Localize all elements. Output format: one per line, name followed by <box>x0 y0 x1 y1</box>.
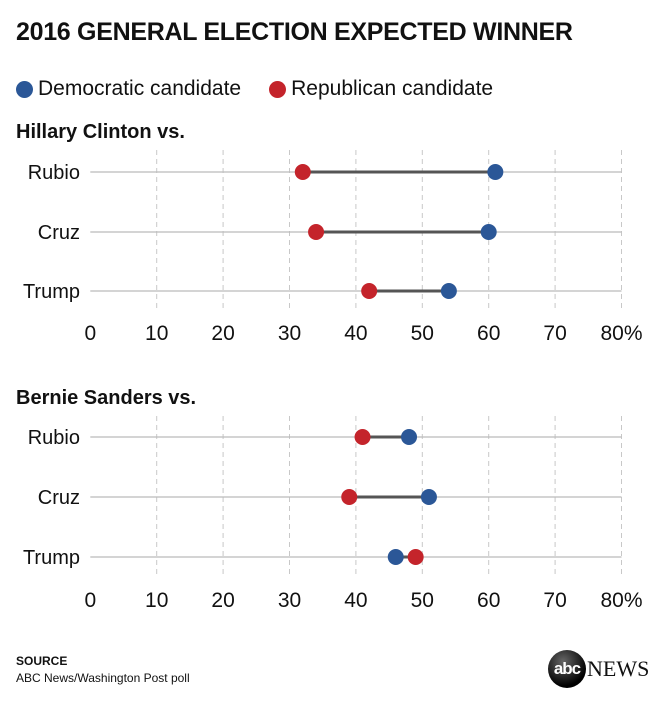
democratic-dot <box>440 283 457 299</box>
legend: Democratic candidate Republican candidat… <box>16 77 521 101</box>
legend-item-democratic: Democratic candidate <box>16 77 241 101</box>
democratic-dot <box>480 224 497 240</box>
x-tick-label: 50 <box>411 322 434 345</box>
source-heading: SOURCE <box>16 654 68 668</box>
category-label: Trump <box>23 281 80 303</box>
x-tick-label: 80% <box>600 589 642 612</box>
x-tick-label: 40 <box>344 589 367 612</box>
section-title-clinton: Hillary Clinton vs. <box>16 121 185 143</box>
x-tick-label: 40 <box>344 322 367 345</box>
legend-label: Republican candidate <box>291 77 494 100</box>
chart-title: 2016 GENERAL ELECTION EXPECTED WINNER <box>16 18 573 46</box>
x-tick-label: 60 <box>477 589 500 612</box>
republican-dot <box>354 429 371 445</box>
republican-dot <box>341 489 358 505</box>
legend-label: Democratic candidate <box>38 77 242 100</box>
democratic-dot <box>401 429 418 445</box>
republican-dot <box>294 164 311 180</box>
x-tick-label: 50 <box>411 589 434 612</box>
blue-dot-icon <box>16 80 33 98</box>
x-tick-label: 60 <box>477 322 500 345</box>
source-text: ABC News/Washington Post poll <box>16 671 190 685</box>
abc-logo-ball: abc <box>548 650 586 688</box>
x-tick-label: 20 <box>211 589 234 612</box>
news-wordmark: NEWS <box>587 656 650 681</box>
legend-item-republican: Republican candidate <box>269 77 493 101</box>
red-dot-icon <box>269 80 287 98</box>
category-label: Cruz <box>38 487 80 509</box>
republican-dot <box>361 283 378 299</box>
x-tick-label: 0 <box>84 322 96 345</box>
republican-dot <box>407 549 424 565</box>
x-tick-label: 10 <box>145 322 168 345</box>
x-tick-label: 80% <box>600 322 642 345</box>
category-label: Rubio <box>28 162 80 184</box>
democratic-dot <box>387 549 404 565</box>
x-tick-label: 20 <box>211 322 234 345</box>
category-label: Trump <box>23 547 80 569</box>
x-tick-label: 30 <box>278 589 301 612</box>
democratic-dot <box>420 489 437 505</box>
category-label: Rubio <box>28 427 80 449</box>
democratic-dot <box>487 164 504 180</box>
category-label: Cruz <box>38 222 80 244</box>
abc-news-logo: abc NEWS <box>548 650 649 688</box>
x-tick-label: 10 <box>145 589 168 612</box>
republican-dot <box>308 224 325 240</box>
section-title-sanders: Bernie Sanders vs. <box>16 387 197 409</box>
x-tick-label: 70 <box>543 589 566 612</box>
x-tick-label: 0 <box>84 589 96 612</box>
x-tick-label: 30 <box>278 322 301 345</box>
x-tick-label: 70 <box>543 322 566 345</box>
